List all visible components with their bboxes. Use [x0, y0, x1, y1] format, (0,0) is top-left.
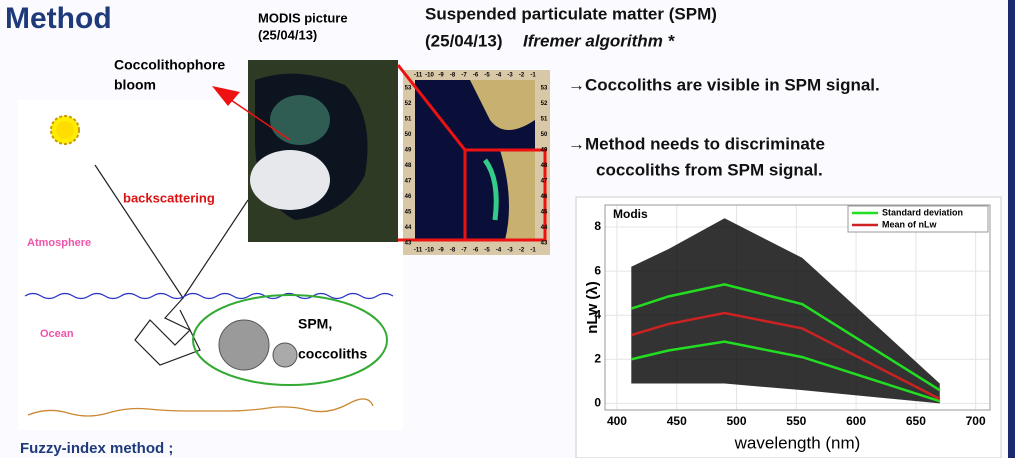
map-lon-label: -10 — [425, 73, 434, 79]
map-lat-label: 46 — [405, 194, 412, 200]
map-lat-label: 45 — [405, 210, 412, 216]
y-tick-label: 2 — [594, 351, 601, 365]
map-lat-label: 43 — [405, 241, 412, 247]
slide-title: Method — [5, 2, 112, 35]
map-lon-label: -4 — [496, 248, 502, 254]
map-lon-label: -5 — [484, 248, 490, 254]
x-tick-label: 450 — [667, 414, 687, 428]
modis-label: (25/04/13) — [258, 27, 317, 42]
chart-title: Modis — [613, 207, 648, 221]
map-lat-label: 48 — [405, 163, 412, 169]
map-lat-label: 43 — [541, 241, 548, 247]
legend-label: Mean of nLw — [882, 219, 937, 229]
map-lon-label: -8 — [450, 248, 456, 254]
bullet: coccoliths from SPM signal. — [596, 160, 823, 179]
map-lat-label: 52 — [405, 101, 412, 107]
map-lon-label: -11 — [414, 248, 423, 254]
map-lat-label: 50 — [541, 132, 548, 138]
map-lat-label: 53 — [405, 86, 412, 92]
map-lat-label: 44 — [405, 225, 412, 231]
map-lon-label: -2 — [519, 248, 525, 254]
map-lat-label: 51 — [541, 117, 548, 123]
modis-bloom — [270, 95, 330, 145]
map-lon-label: -8 — [450, 73, 456, 79]
map-lon-label: -6 — [473, 73, 479, 79]
spm-title-italic: Ifremer algorithm * — [523, 31, 676, 50]
sun — [56, 121, 74, 139]
map-lon-label: -7 — [461, 73, 467, 79]
map-lon-label: -4 — [496, 73, 502, 79]
y-tick-label: 8 — [594, 219, 601, 233]
coccolith-image — [219, 320, 269, 370]
map-lat-label: 52 — [541, 101, 548, 107]
map-lon-label: -9 — [438, 73, 444, 79]
spm-title: Suspended particulate matter (SPM) — [425, 4, 717, 23]
map-lon-label: -7 — [461, 248, 467, 254]
modis-cloud — [250, 150, 330, 210]
x-tick-label: 400 — [607, 414, 627, 428]
map-lat-label: 49 — [405, 148, 412, 154]
map-lon-label: -1 — [530, 73, 536, 79]
map-lon-label: -3 — [507, 73, 513, 79]
x-tick-label: 650 — [906, 414, 926, 428]
coccolith-image — [273, 343, 297, 367]
map-lat-label: 44 — [541, 225, 548, 231]
backscattering-label: backscattering — [123, 190, 215, 205]
map-lat-label: 51 — [405, 117, 412, 123]
map-lat-label: 47 — [541, 179, 548, 185]
modis-label: MODIS picture — [258, 10, 348, 25]
map-lon-label: -6 — [473, 248, 479, 254]
legend-label: Standard deviation — [882, 207, 963, 217]
map-lon-label: -3 — [507, 248, 513, 254]
y-tick-label: 6 — [594, 263, 601, 277]
map-lat-label: 49 — [541, 148, 548, 154]
spm-title: (25/04/13) — [425, 31, 503, 50]
map-lat-label: 53 — [541, 86, 548, 92]
map-lon-label: -5 — [484, 73, 490, 79]
particles-label: coccoliths — [298, 346, 367, 362]
map-lon-label: -1 — [530, 248, 536, 254]
bullet: →Method needs to discriminate — [568, 134, 825, 153]
x-tick-label: 700 — [966, 414, 986, 428]
particles-label: SPM, — [298, 316, 332, 332]
ocean-label: Ocean — [40, 328, 74, 340]
slide: Method MODIS picture (25/04/13) Suspende… — [0, 0, 1015, 458]
x-tick-label: 500 — [727, 414, 747, 428]
map-lon-label: -10 — [425, 248, 434, 254]
map-lon-label: -2 — [519, 73, 525, 79]
footer: Fuzzy-index method ; — [20, 440, 173, 457]
bullet: →Coccoliths are visible in SPM signal. — [568, 75, 880, 94]
x-axis-label: wavelength (nm) — [734, 433, 861, 452]
y-tick-label: 0 — [594, 396, 601, 410]
map-lat-label: 46 — [541, 194, 548, 200]
y-axis-label: nLw (λ) — [584, 281, 601, 334]
map-lat-label: 45 — [541, 210, 548, 216]
bloom-label: bloom — [114, 77, 156, 93]
slide-border — [1008, 0, 1015, 458]
map-lon-label: -9 — [438, 248, 444, 254]
bloom-label: Coccolithophore — [114, 57, 225, 73]
map-lat-label: 47 — [405, 179, 412, 185]
atmosphere-label: Atmosphere — [27, 237, 91, 249]
map-lat-label: 50 — [405, 132, 412, 138]
map-lat-label: 48 — [541, 163, 548, 169]
x-tick-label: 550 — [786, 414, 806, 428]
map-lon-label: -11 — [414, 73, 423, 79]
x-tick-label: 600 — [846, 414, 866, 428]
